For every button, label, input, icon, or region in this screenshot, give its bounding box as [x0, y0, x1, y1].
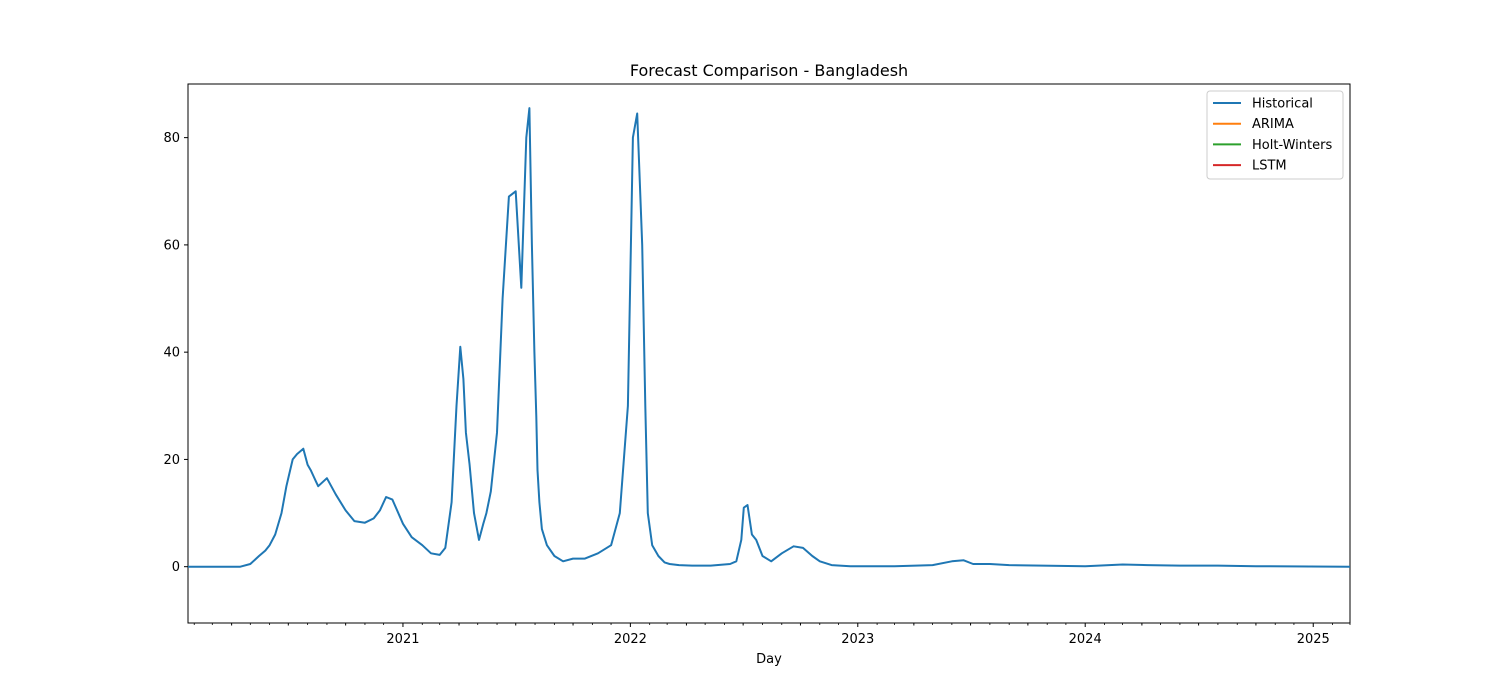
x-tick-label: 2021 — [386, 632, 419, 647]
series-line-historical — [188, 107, 1351, 568]
chart-title: Forecast Comparison - Bangladesh — [630, 61, 908, 80]
x-tick-label: 2022 — [614, 632, 647, 647]
legend: Historical ARIMA Holt-Winters LSTM — [1206, 90, 1344, 180]
legend-entry: LSTM — [1252, 159, 1287, 174]
y-tick-label: 80 — [163, 131, 180, 146]
x-axis-label: Day — [756, 652, 782, 667]
series-lines — [188, 107, 1351, 568]
y-tick-label: 0 — [172, 560, 180, 575]
y-tick-label: 20 — [163, 453, 180, 468]
y-tick-label: 40 — [163, 346, 180, 361]
x-tick-label: 2025 — [1297, 632, 1330, 647]
x-axis: 2021 2022 2023 2024 2025 — [193, 623, 1351, 647]
y-tick-label: 60 — [163, 238, 180, 253]
y-axis: 0 20 40 60 80 — [163, 131, 188, 575]
x-tick-label: 2024 — [1069, 632, 1102, 647]
legend-entry: Holt-Winters — [1252, 138, 1332, 153]
legend-entry: Historical — [1252, 97, 1313, 112]
plot-area — [187, 83, 1351, 624]
legend-box — [1206, 90, 1344, 180]
x-tick-label: 2023 — [841, 632, 874, 647]
legend-entry: ARIMA — [1252, 117, 1294, 132]
